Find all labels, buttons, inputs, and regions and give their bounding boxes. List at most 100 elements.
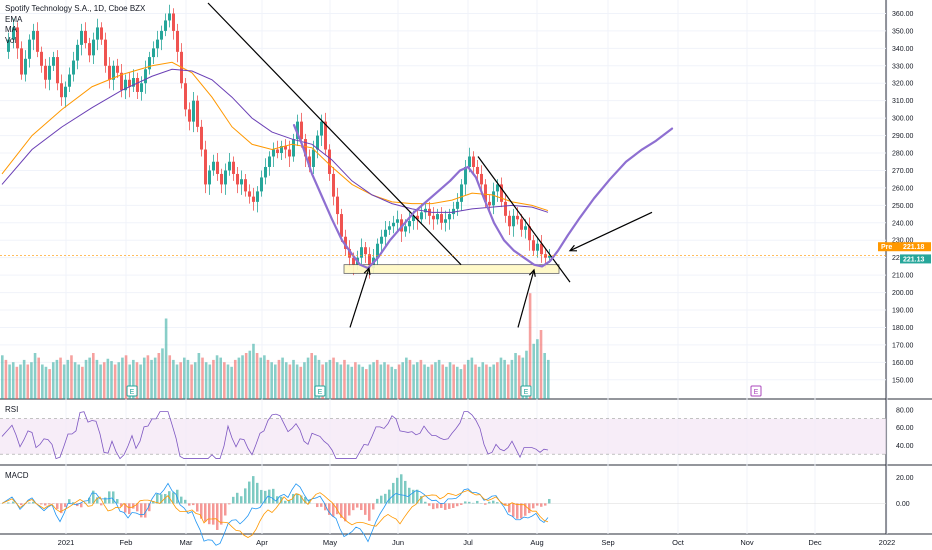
candle-body [72,60,75,75]
symbol-title[interactable]: Spotify Technology S.A., 1D, Cboe BZX [5,4,146,13]
signal-line [1,489,549,538]
arrow-head [528,268,536,277]
volume-bar [328,359,332,399]
candle-body [172,13,175,31]
date-tick-label: Feb [120,538,133,547]
candle-body [364,247,367,255]
arrow-line [349,267,370,328]
candle-body [420,212,423,220]
moving-average-lines [1,61,549,213]
volume-bar [426,366,430,399]
candle-body [304,139,307,157]
macd-histogram-bar [492,500,495,504]
macd-histogram-bar [496,502,499,504]
volume-bar [204,362,208,399]
volume-bar [346,364,350,399]
macd-histogram-bar [520,503,523,519]
macd-histogram-bar [128,503,131,515]
candle-body [48,65,51,80]
date-tick-label: Oct [672,538,685,547]
candle-body [212,161,215,171]
volume-bar [22,359,26,399]
candle-body [156,39,159,49]
price-tick-label: 240.00 [892,220,914,227]
volume-bar [215,355,219,399]
volume-bar [324,362,328,399]
volume-bar [193,362,197,399]
price-tick-label: 160.00 [892,360,914,367]
arrow-line [517,269,535,328]
rsi-label[interactable]: RSI [5,405,19,414]
volume-bar [514,353,517,399]
volume-bar [277,359,281,399]
macd-label[interactable]: MACD [5,471,29,480]
candle-body [64,86,67,98]
macd-histogram-bar [12,501,15,504]
volume-bar [532,343,536,399]
macd-histogram-bar [516,503,519,519]
candle-body [168,13,171,21]
macd-histogram-bar [328,503,331,515]
candle-body [148,57,151,70]
volume-bar [139,364,142,399]
candle-body [500,184,503,202]
candle-body [204,149,207,185]
macd-histogram-bar [256,482,259,504]
candle-body [20,48,23,75]
price-tick-label: 210.00 [892,273,914,280]
candle-body [124,79,127,91]
arrow-head [363,266,371,276]
volume-bar [274,364,277,399]
macd-histogram-bar [72,502,75,504]
macd-histogram-bar [348,503,351,516]
volume-bar [350,366,354,399]
volume-bar [496,362,499,399]
volume-bar [66,359,70,399]
candle-body [36,30,39,52]
volume-bar [470,357,474,399]
candle-body [528,226,531,241]
volume-bar [175,364,179,399]
volume-bar [135,362,139,399]
vol-label[interactable]: Vol [5,35,17,45]
macd-histogram-bar [112,491,115,504]
volume-bar [117,362,121,399]
candle-body [236,173,239,185]
volume-bar [288,364,292,399]
volume-bar [292,359,295,399]
volume-bar [44,366,48,399]
time-axis[interactable]: 2021 Feb Mar Apr May Jun Jul Aug Sep Oct Nov Dec 202… [58,538,896,547]
volume-bar [317,359,321,399]
volume-bar [281,357,284,399]
ma-label[interactable]: MA [5,25,17,34]
macd-histogram-bar [92,490,95,504]
macd-histogram-bar [452,503,455,508]
date-tick-label: Sep [601,538,614,547]
volume-bar [379,364,383,399]
volume-bar [397,364,401,399]
candle-body [112,65,115,80]
macd-histogram-bar [80,503,83,508]
ema-label[interactable]: EMA [5,14,23,24]
macd-histogram-bar [260,489,263,504]
candle-body [244,179,247,192]
macd-histogram-bar [216,503,219,530]
volume-bar [237,357,241,399]
candle-body [448,214,451,220]
macd-histogram-bar [248,481,251,504]
earnings-event-label: E [318,389,323,396]
candle-body [352,257,355,265]
candle-body [504,201,507,216]
macd-histogram-bar [320,503,323,507]
macd-histogram-bar [484,503,487,505]
price-tick-label: 290.00 [892,133,914,140]
candle-body [472,156,475,167]
rsi-line [1,411,549,460]
volume-bar [81,366,84,399]
candle-body [368,254,371,269]
volume-bar [343,359,346,399]
candle-body [460,184,463,202]
volume-bar [230,366,233,399]
